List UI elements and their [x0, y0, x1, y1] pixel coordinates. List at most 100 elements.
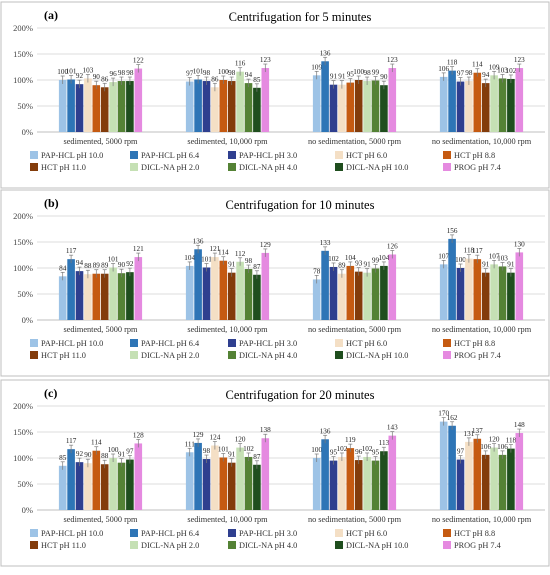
- legend-swatch: [335, 163, 343, 171]
- legend-label: HCT pH 6.0: [346, 529, 387, 538]
- data-label: 129: [193, 431, 204, 439]
- data-label: 104: [345, 254, 356, 262]
- data-label: 113: [379, 439, 390, 447]
- bar: [473, 438, 482, 510]
- bar: [448, 70, 456, 132]
- legend-label: HCT pH 8.8: [454, 151, 495, 160]
- legend-label: PAP-HCL pH 3.0: [239, 339, 297, 348]
- data-label: 85: [253, 76, 261, 84]
- bar: [253, 274, 261, 320]
- legend-label: DICL-NA pH 4.0: [239, 163, 297, 172]
- data-label: 98: [228, 69, 236, 77]
- data-label: 91: [228, 451, 236, 459]
- bar: [75, 271, 84, 320]
- bar: [211, 87, 219, 132]
- legend-label: HCT pH 6.0: [346, 339, 387, 348]
- bar: [126, 81, 134, 132]
- legend-label: PROG pH 7.4: [454, 351, 502, 360]
- data-label: 129: [260, 241, 271, 249]
- bar: [236, 261, 244, 320]
- data-label: 124: [210, 434, 221, 442]
- legend-label: DICL-NA pH 2.0: [141, 163, 199, 172]
- data-label: 91: [482, 261, 490, 269]
- legend-label: PAP-HCL pH 10.0: [41, 529, 103, 538]
- data-label: 90: [93, 73, 101, 81]
- legend-label: DICL-NA pH 10.0: [346, 541, 408, 550]
- data-label: 107: [438, 252, 449, 260]
- bar: [439, 264, 448, 320]
- data-label: 91: [364, 261, 372, 269]
- chart-title: Centrifugation for 20 minutes: [226, 388, 375, 402]
- data-label: 98: [118, 69, 126, 77]
- data-label: 93: [355, 260, 363, 268]
- bar: [194, 249, 202, 320]
- legend-label: HCT pH 6.0: [346, 151, 387, 160]
- legend-label: HCT pH 8.8: [454, 339, 495, 348]
- bar: [465, 258, 473, 320]
- data-label: 98: [126, 69, 134, 77]
- data-label: 85: [59, 454, 67, 462]
- legend-swatch: [228, 151, 236, 159]
- category-label: no sedimentation, 10,000 rpm: [432, 325, 532, 334]
- data-label: 101: [193, 67, 204, 75]
- data-label: 90: [84, 451, 92, 459]
- legend-label: DICL-NA pH 2.0: [141, 351, 199, 360]
- bar: [84, 274, 92, 320]
- legend-swatch: [30, 351, 38, 359]
- data-label: 170: [438, 410, 449, 418]
- data-label: 106: [480, 443, 491, 451]
- bar: [134, 68, 143, 132]
- bar: [456, 81, 465, 132]
- data-label: 138: [260, 426, 271, 434]
- category-label: sedimented, 5000 rpm: [64, 325, 139, 334]
- legend-label: HCT pH 8.8: [454, 529, 495, 538]
- bar: [473, 72, 482, 132]
- bar: [194, 79, 202, 132]
- data-label: 118: [464, 247, 475, 255]
- bar: [490, 447, 498, 510]
- data-label: 102: [506, 67, 517, 75]
- data-label: 103: [497, 66, 508, 74]
- data-label: 119: [345, 436, 356, 444]
- bar: [126, 459, 134, 510]
- data-label: 136: [320, 49, 331, 57]
- data-label: 116: [235, 60, 246, 68]
- bar: [211, 257, 219, 320]
- bar: [321, 250, 329, 320]
- data-label: 101: [201, 255, 212, 263]
- data-label: 86: [211, 75, 219, 83]
- category-label: sedimented, 10,000 rpm: [187, 515, 268, 524]
- data-label: 87: [253, 263, 261, 271]
- bar: [109, 458, 117, 510]
- bar: [227, 81, 236, 132]
- legend-label: PAP-HCL pH 6.4: [141, 151, 200, 160]
- bar: [312, 458, 321, 510]
- legend-swatch: [30, 541, 38, 549]
- legend-swatch: [443, 529, 451, 537]
- bar: [261, 438, 270, 510]
- legend-label: PAP-HCL pH 6.4: [141, 339, 200, 348]
- bar: [329, 266, 338, 320]
- data-label: 122: [133, 57, 144, 65]
- data-label: 126: [387, 242, 398, 250]
- y-tick-label: 200%: [13, 23, 33, 33]
- bar: [244, 456, 253, 510]
- data-label: 118: [447, 59, 458, 67]
- data-label: 95: [347, 71, 355, 79]
- chart-title: Centrifugation for 5 minutes: [229, 10, 372, 24]
- panel-c: (c) Centrifugation for 20 minutes 0% 50% 100…: [0, 379, 550, 567]
- bar: [338, 84, 346, 132]
- bar: [134, 257, 143, 320]
- bar: [134, 443, 143, 510]
- data-label: 97: [126, 448, 134, 456]
- bar: [219, 80, 228, 132]
- bar: [507, 272, 515, 320]
- bar: [354, 271, 363, 320]
- legend-label: PAP-HCL pH 6.4: [141, 529, 200, 538]
- bar: [84, 78, 92, 132]
- data-label: 114: [218, 249, 229, 257]
- bar: [109, 267, 117, 320]
- bar: [380, 265, 388, 320]
- bar: [498, 454, 507, 510]
